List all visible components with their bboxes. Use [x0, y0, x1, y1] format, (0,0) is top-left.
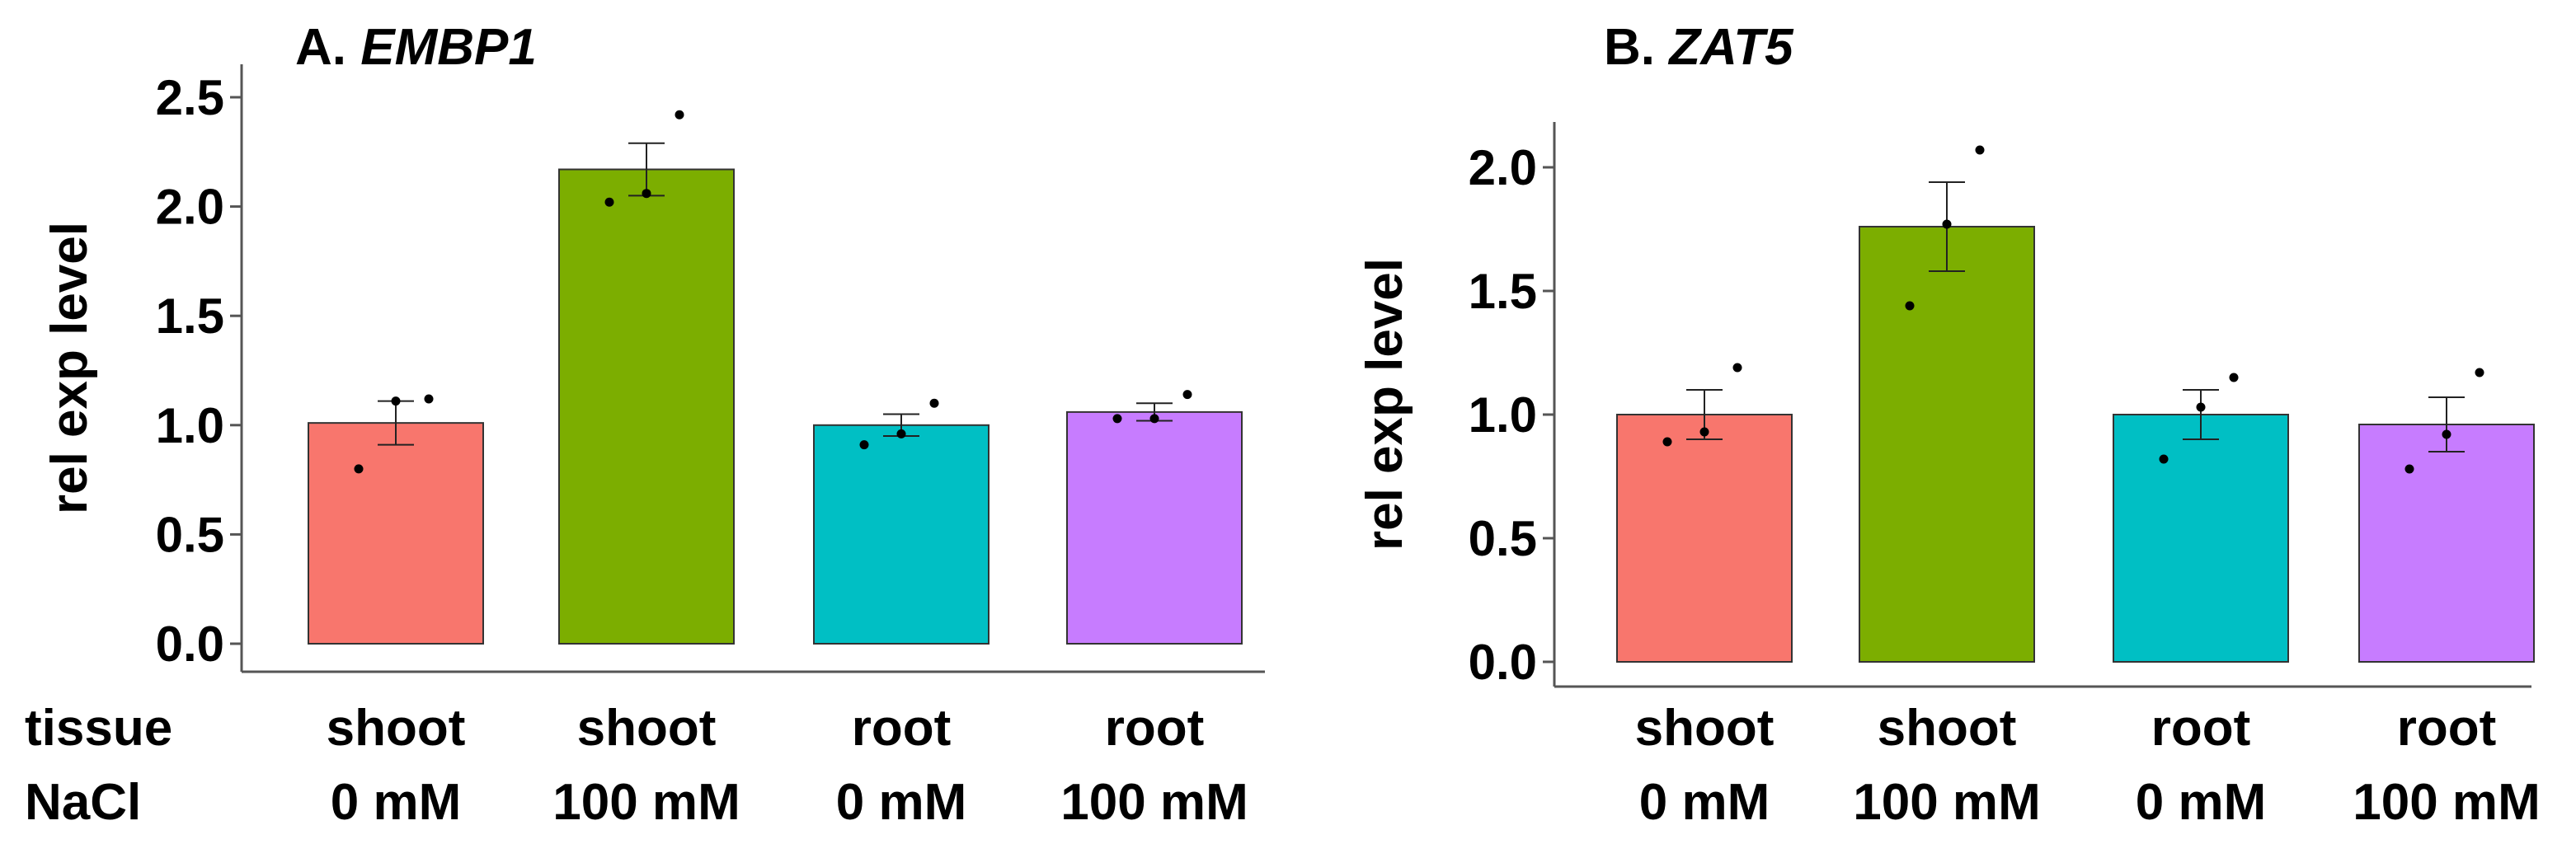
category-tissue-label-a: root: [1105, 700, 1205, 757]
data-point-b: [1975, 145, 1985, 155]
y-tick-label-b: 1.0: [1469, 387, 1537, 443]
data-point-a: [675, 110, 684, 120]
data-point-b: [2475, 368, 2484, 377]
bar-a: [308, 422, 484, 645]
category-nacl-label-b: 0 mM: [1639, 774, 1770, 831]
y-tick-label-a: 0.5: [156, 507, 224, 562]
y-axis-label-b: rel exp level: [1356, 258, 1413, 551]
category-nacl-label-b: 100 mM: [1853, 774, 2040, 831]
row-label-tissue: tissue: [25, 700, 172, 757]
data-point-a: [859, 440, 869, 450]
category-nacl-label-a: 0 mM: [331, 774, 461, 831]
data-point-a: [424, 394, 434, 404]
gene-name-a: EMBP1: [360, 19, 537, 76]
data-point-a: [896, 429, 906, 438]
bar-b: [1616, 414, 1793, 663]
bar-a: [558, 168, 735, 645]
y-tick-label-b: 0.0: [1469, 635, 1537, 690]
y-tick-label-b: 2.0: [1469, 140, 1537, 195]
y-tick-label-b: 0.5: [1469, 511, 1537, 566]
data-point-a: [354, 464, 364, 474]
category-tissue-label-b: shoot: [1635, 700, 1775, 757]
gene-name-b: ZAT5: [1667, 19, 1794, 76]
data-point-b: [1662, 437, 1672, 447]
y-tick-label-a: 1.0: [156, 398, 224, 453]
category-tissue-label-a: shoot: [327, 700, 466, 757]
panel-label-b: B.: [1604, 19, 1669, 76]
row-label-nacl: NaCl: [25, 774, 141, 831]
category-tissue-label-a: shoot: [577, 700, 717, 757]
data-point-a: [604, 197, 614, 207]
category-tissue-label-a: root: [852, 700, 952, 757]
data-point-b: [2404, 464, 2414, 474]
data-point-a: [1149, 414, 1159, 424]
bar-a: [813, 424, 990, 645]
y-tick-label-a: 1.5: [156, 288, 224, 344]
category-tissue-label-b: root: [2151, 700, 2251, 757]
data-point-a: [642, 189, 651, 199]
panel-title-b: B. ZAT5: [1604, 19, 1794, 76]
bar-b: [2358, 424, 2535, 663]
chart-panel-b: B. ZAT5 0.0 0.5 1.0 1.5 2.0 rel exp level shoot…: [1356, 19, 2541, 831]
data-point-b: [2442, 429, 2451, 439]
category-tissue-label-b: shoot: [1878, 700, 2017, 757]
y-axis-label-a: rel exp level: [41, 222, 98, 514]
y-tick-label-b: 1.5: [1469, 264, 1537, 319]
panel-label-a: A.: [295, 19, 360, 76]
y-tick-label-a: 0.0: [156, 617, 224, 672]
chart-panel-a: A. EMBP1 0.0 0.5 1.0 1.5 2.0 2.5 rel exp level s…: [41, 19, 1265, 831]
data-point-b: [1699, 427, 1709, 437]
y-tick-label-a: 2.5: [156, 70, 224, 125]
category-nacl-label-a: 100 mM: [552, 774, 740, 831]
data-point-a: [929, 398, 939, 408]
category-nacl-label-b: 0 mM: [2136, 774, 2266, 831]
bar-b: [2113, 414, 2289, 663]
data-point-b: [1942, 219, 1952, 229]
data-point-a: [1112, 414, 1122, 424]
data-point-b: [2159, 454, 2169, 464]
category-nacl-label-a: 100 mM: [1060, 774, 1248, 831]
y-tick-label-a: 2.0: [156, 180, 224, 235]
bar-a: [1066, 410, 1243, 645]
category-nacl-label-b: 100 mM: [2353, 774, 2540, 831]
data-point-a: [1182, 390, 1192, 400]
data-point-b: [1905, 301, 1915, 311]
category-tissue-label-b: root: [2397, 700, 2497, 757]
data-point-b: [2229, 373, 2239, 382]
category-nacl-label-a: 0 mM: [836, 774, 966, 831]
data-point-a: [391, 396, 401, 406]
data-point-b: [1732, 363, 1742, 373]
panel-title-a: A. EMBP1: [295, 19, 537, 76]
bar-b: [1859, 226, 2035, 663]
data-point-b: [2196, 402, 2206, 412]
